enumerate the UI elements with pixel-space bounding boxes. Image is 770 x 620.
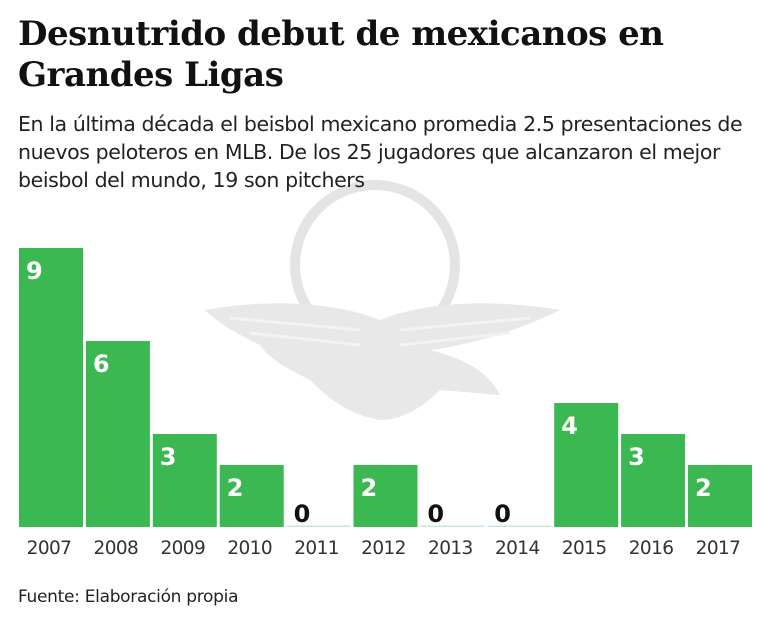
data-label: 3 xyxy=(160,443,177,471)
bar xyxy=(554,403,619,527)
bar xyxy=(152,434,217,527)
data-label: 2 xyxy=(227,474,244,502)
x-tick-label: 2011 xyxy=(294,538,339,559)
bar xyxy=(487,525,552,527)
source-note: Fuente: Elaboración propia xyxy=(18,587,239,607)
x-tick-label: 2016 xyxy=(629,538,674,559)
data-label: 0 xyxy=(427,500,444,528)
x-tick-label: 2008 xyxy=(94,538,139,559)
bar xyxy=(688,465,752,527)
data-label: 3 xyxy=(628,443,645,471)
bar xyxy=(420,525,485,527)
data-label: 0 xyxy=(294,500,311,528)
x-tick-label: 2015 xyxy=(562,538,607,559)
bar xyxy=(621,434,686,527)
x-tick-label: 2012 xyxy=(361,538,406,559)
x-tick-label: 2007 xyxy=(27,538,72,559)
chart-title: Desnutrido debut de mexicanos en Grandes… xyxy=(18,14,664,95)
bar xyxy=(353,465,418,527)
x-tick-label: 2010 xyxy=(227,538,272,559)
data-label: 0 xyxy=(494,500,511,528)
data-label: 9 xyxy=(26,257,43,285)
data-label: 2 xyxy=(361,474,378,502)
data-label: 4 xyxy=(561,412,578,440)
data-label: 6 xyxy=(93,350,110,378)
x-tick-label: 2017 xyxy=(696,538,741,559)
x-tick-label: 2014 xyxy=(495,538,540,559)
bar xyxy=(286,525,351,527)
bar xyxy=(19,248,83,527)
bar xyxy=(219,465,284,527)
bar xyxy=(85,341,150,527)
chart-subtitle: En la última década el beisbol mexicano … xyxy=(18,112,743,192)
x-tick-label: 2013 xyxy=(428,538,473,559)
data-label: 2 xyxy=(695,474,712,502)
x-tick-label: 2009 xyxy=(160,538,205,559)
